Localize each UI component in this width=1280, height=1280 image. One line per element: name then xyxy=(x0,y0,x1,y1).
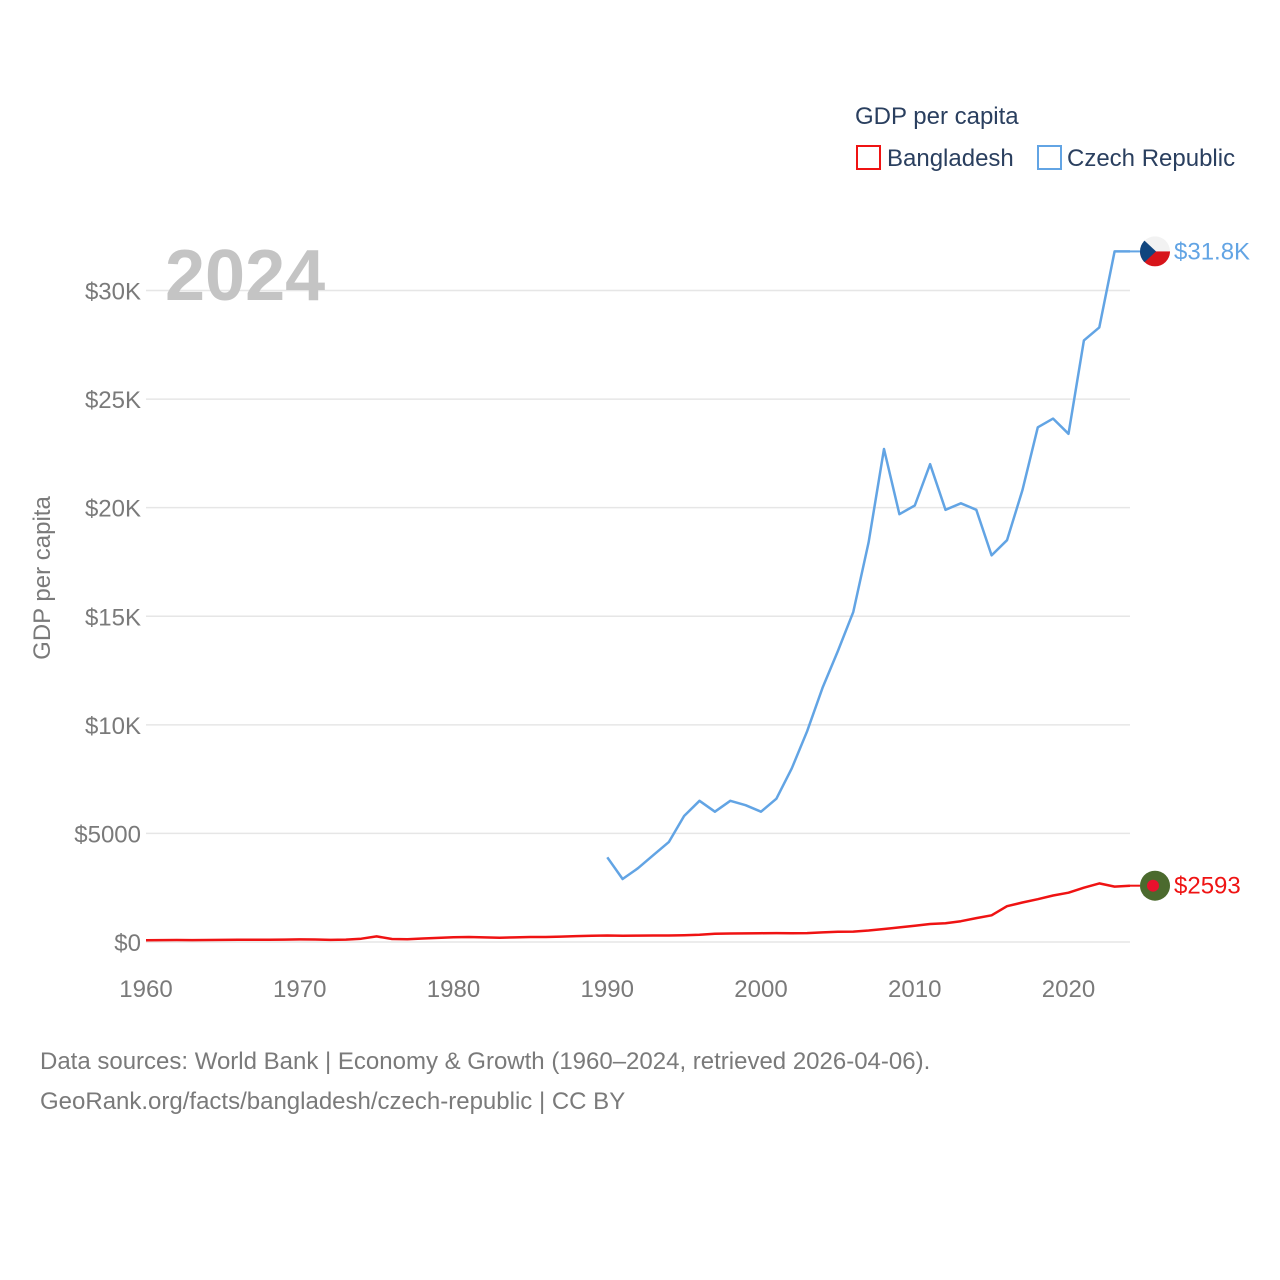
end-value-label-bangladesh: $2593 xyxy=(1174,873,1241,900)
series-line-czech-republic[interactable] xyxy=(606,250,1130,881)
legend-label-bangladesh: Bangladesh xyxy=(887,145,1014,172)
x-tick-label: 2010 xyxy=(888,976,941,1003)
x-tick-label: 2000 xyxy=(734,976,787,1003)
legend-label-czech-republic: Czech Republic xyxy=(1067,145,1235,172)
legend-item-czech-republic[interactable]: Czech Republic xyxy=(1037,145,1235,172)
legend-swatch-czech-republic xyxy=(1037,145,1062,170)
series-lines xyxy=(145,250,1131,942)
x-tick-label: 1990 xyxy=(581,976,634,1003)
y-tick-label: $25K xyxy=(85,387,141,414)
source-link[interactable]: GeoRank.org/facts/bangladesh/czech-repub… xyxy=(40,1088,626,1115)
y-axis-label: GDP per capita xyxy=(29,496,56,660)
x-axis-ticks: 1960 1970 1980 1990 2000 2010 2020 xyxy=(119,976,1095,1003)
legend-title: GDP per capita xyxy=(855,103,1019,130)
legend-swatch-bangladesh xyxy=(856,145,881,170)
legend: GDP per capita Bangladesh Czech Republic xyxy=(855,103,1235,172)
y-tick-label: $0 xyxy=(114,930,141,957)
legend-item-bangladesh[interactable]: Bangladesh xyxy=(856,145,1014,172)
y-tick-label: $10K xyxy=(85,713,141,740)
year-watermark: 2024 xyxy=(165,236,325,316)
x-tick-label: 1980 xyxy=(427,976,480,1003)
x-tick-label: 1960 xyxy=(119,976,172,1003)
bangladesh-flag-icon xyxy=(1140,870,1170,901)
series-line-bangladesh[interactable] xyxy=(145,882,1131,942)
y-tick-label: $20K xyxy=(85,496,141,523)
czech-flag-icon xyxy=(1140,236,1170,267)
footer: Data sources: World Bank | Economy & Gro… xyxy=(40,1042,930,1122)
series-endpoints: $31.8K $2593 xyxy=(1130,236,1250,901)
y-tick-label: $5000 xyxy=(74,821,141,848)
x-tick-label: 1970 xyxy=(273,976,326,1003)
y-tick-label: $30K xyxy=(85,279,141,306)
end-value-label-czech-republic: $31.8K xyxy=(1174,238,1250,265)
data-sources-note: Data sources: World Bank | Economy & Gro… xyxy=(40,1048,931,1075)
grid-lines xyxy=(146,289,1130,943)
y-tick-label: $15K xyxy=(85,604,141,631)
y-axis-ticks: $0 $5000 $10K $15K $20K $25K $30K xyxy=(74,279,141,958)
x-tick-label: 2020 xyxy=(1042,976,1095,1003)
